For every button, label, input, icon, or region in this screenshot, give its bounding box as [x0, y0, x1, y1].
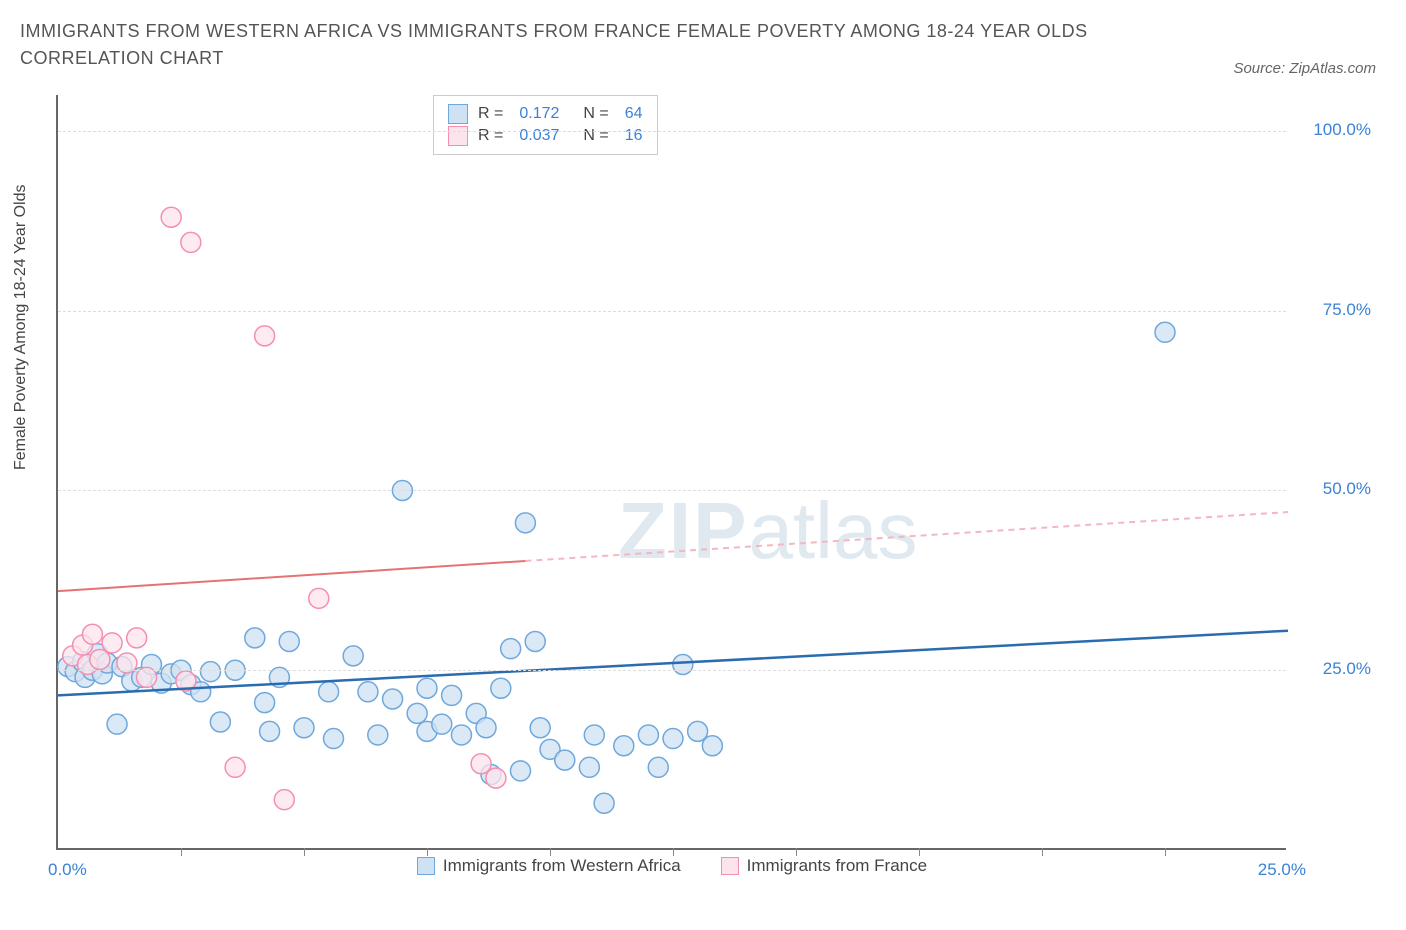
data-point — [255, 693, 275, 713]
data-point — [525, 631, 545, 651]
gridline-h — [58, 670, 1286, 671]
data-point — [594, 793, 614, 813]
series-legend-label: Immigrants from France — [747, 856, 927, 876]
legend-n-value: 16 — [625, 127, 643, 145]
source-attribution: Source: ZipAtlas.com — [1233, 60, 1376, 77]
correlation-legend: R = 0.172 N = 64 R = 0.037 N = 16 — [433, 95, 658, 155]
x-tick-mark — [304, 848, 305, 856]
data-point — [451, 725, 471, 745]
legend-n-value: 64 — [625, 105, 643, 123]
legend-swatch — [448, 126, 468, 146]
data-point — [90, 649, 110, 669]
legend-swatch — [448, 104, 468, 124]
plot-area: ZIPatlas R =0.172N =64R =0.037N =16 0.0%… — [56, 95, 1286, 850]
legend-n-label: N = — [583, 105, 608, 123]
data-point — [210, 712, 230, 732]
data-point — [319, 682, 339, 702]
x-tick-mark — [1042, 848, 1043, 856]
data-point — [530, 718, 550, 738]
series-legend-item: Immigrants from France — [721, 856, 927, 876]
legend-r-value: 0.172 — [519, 105, 559, 123]
data-point — [225, 757, 245, 777]
data-point — [673, 654, 693, 674]
legend-r-label: R = — [478, 127, 503, 145]
data-point — [127, 628, 147, 648]
x-tick-mark — [1165, 848, 1166, 856]
gridline-h — [58, 131, 1286, 132]
data-point — [407, 703, 427, 723]
legend-row: R = 0.172 N = 64 — [448, 104, 643, 124]
data-point — [343, 646, 363, 666]
data-point — [102, 633, 122, 653]
data-point — [107, 714, 127, 734]
data-point — [383, 689, 403, 709]
y-tick-label: 50.0% — [1296, 479, 1371, 499]
x-tick-mark — [673, 848, 674, 856]
trend-line-series-2-solid — [58, 561, 525, 591]
y-tick-label: 100.0% — [1296, 120, 1371, 140]
data-point — [201, 662, 221, 682]
data-point — [491, 678, 511, 698]
data-point — [245, 628, 265, 648]
data-point — [1155, 322, 1175, 342]
data-point — [476, 718, 496, 738]
data-point — [324, 729, 344, 749]
data-point — [274, 790, 294, 810]
data-point — [648, 757, 668, 777]
y-tick-label: 25.0% — [1296, 659, 1371, 679]
data-point — [442, 685, 462, 705]
gridline-h — [58, 490, 1286, 491]
gridline-h — [58, 311, 1286, 312]
legend-swatch — [721, 857, 739, 875]
data-point — [579, 757, 599, 777]
x-tick-mark — [550, 848, 551, 856]
data-point — [255, 326, 275, 346]
data-point — [510, 761, 530, 781]
legend-swatch — [417, 857, 435, 875]
y-axis-label: Female Poverty Among 18-24 Year Olds — [12, 185, 30, 471]
chart-title: IMMIGRANTS FROM WESTERN AFRICA VS IMMIGR… — [20, 18, 1120, 72]
data-point — [614, 736, 634, 756]
series-legend: Immigrants from Western Africa Immigrants… — [58, 856, 1286, 880]
x-tick-mark — [427, 848, 428, 856]
chart-svg — [58, 95, 1286, 848]
data-point — [82, 624, 102, 644]
data-point — [501, 639, 521, 659]
x-tick-mark — [796, 848, 797, 856]
data-point — [555, 750, 575, 770]
series-legend-label: Immigrants from Western Africa — [443, 856, 681, 876]
data-point — [515, 513, 535, 533]
data-point — [161, 207, 181, 227]
legend-r-label: R = — [478, 105, 503, 123]
legend-row: R = 0.037 N = 16 — [448, 126, 643, 146]
y-tick-label: 75.0% — [1296, 300, 1371, 320]
data-point — [702, 736, 722, 756]
x-tick-mark — [919, 848, 920, 856]
data-point — [309, 588, 329, 608]
data-point — [584, 725, 604, 745]
data-point — [260, 721, 280, 741]
legend-n-label: N = — [583, 127, 608, 145]
data-point — [279, 631, 299, 651]
data-point — [181, 232, 201, 252]
series-legend-item: Immigrants from Western Africa — [417, 856, 681, 876]
legend-r-value: 0.037 — [519, 127, 559, 145]
data-point — [417, 678, 437, 698]
data-point — [358, 682, 378, 702]
trend-line-series-2-dashed — [525, 512, 1288, 561]
data-point — [368, 725, 388, 745]
x-tick-mark — [181, 848, 182, 856]
data-point — [486, 768, 506, 788]
data-point — [663, 729, 683, 749]
data-point — [638, 725, 658, 745]
data-point — [432, 714, 452, 734]
data-point — [294, 718, 314, 738]
